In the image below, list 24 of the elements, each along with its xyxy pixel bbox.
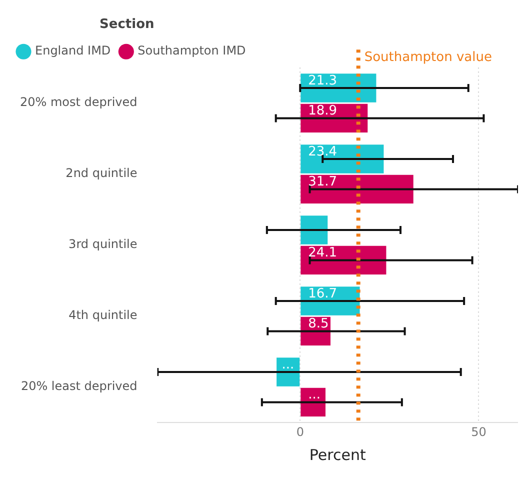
y-tick-label: 4th quintile (68, 308, 138, 322)
bar (300, 388, 326, 417)
y-tick-label: 20% least deprived (20, 379, 138, 394)
x-axis-title: Percent (309, 446, 366, 464)
y-tick-label: 2nd quintile (66, 166, 138, 180)
data-label: 23.4 (308, 144, 338, 160)
x-tick-label: 50 (471, 424, 486, 439)
bar (276, 358, 300, 386)
data-label: 18.9 (308, 104, 338, 119)
data-label: 24.1 (308, 246, 338, 261)
bar (300, 216, 328, 244)
y-tick-label: 3rd quintile (68, 237, 138, 252)
data-label: 16.7 (308, 286, 338, 302)
legend-label: Southampton IMD (138, 44, 246, 58)
ref-line-label: Southampton value (364, 50, 492, 65)
data-label: 8.5 (308, 316, 329, 332)
legend-label: England IMD (35, 44, 111, 58)
data-label: 21.3 (308, 73, 338, 88)
x-tick-label: 0 (296, 424, 304, 439)
y-tick-label: 20% most deprived (20, 95, 138, 110)
data-label: 31.7 (308, 174, 338, 190)
legend-title: Section (100, 16, 154, 32)
data-label: ... (308, 388, 321, 403)
data-label: ... (282, 357, 294, 372)
